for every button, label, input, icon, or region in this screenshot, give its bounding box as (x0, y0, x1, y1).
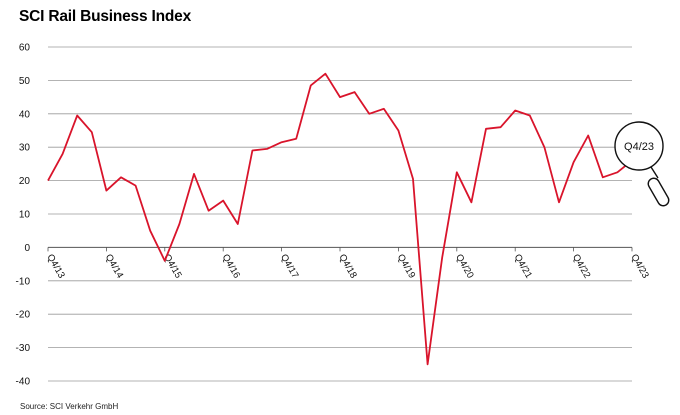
x-tick-label: Q4/15 (161, 252, 183, 280)
x-tick-label: Q4/13 (44, 252, 66, 280)
x-tick-label: Q4/14 (103, 252, 125, 280)
y-tick-label: -40 (16, 377, 31, 388)
x-tick-label: Q4/17 (278, 252, 300, 280)
annotation-label: Q4/23 (624, 141, 654, 153)
magnifier-lens (614, 121, 664, 171)
y-tick-label: -10 (16, 276, 31, 287)
magnifier-icon: Q4/23 (614, 121, 670, 207)
gridlines (48, 46, 632, 382)
y-tick-label: 10 (19, 210, 31, 221)
series-line (47, 72, 633, 366)
y-axis-ticks: 60 50 40 30 20 10 0 -10 -20 -30 -40 (16, 43, 31, 388)
chart-title: SCI Rail Business Index (19, 8, 191, 25)
magnifier-neck (650, 166, 659, 179)
y-tick-label: 0 (24, 243, 30, 254)
series-group (47, 72, 633, 366)
x-tick-label: Q4/18 (336, 252, 358, 280)
y-tick-label: -30 (16, 343, 31, 354)
magnifier-handle (647, 177, 670, 207)
x-axis-ticks: Q4/13 Q4/14 Q4/15 Q4/16 Q4/17 Q4/18 Q4/19 Q4/20… (44, 247, 651, 280)
x-tick-label: Q4/20 (453, 252, 475, 280)
y-tick-label: 60 (19, 43, 31, 54)
source-note: Source: SCI Verkehr GmbH (20, 402, 119, 411)
x-tick-label: Q4/23 (628, 252, 650, 280)
x-tick-label: Q4/19 (395, 252, 417, 280)
y-tick-label: 40 (19, 109, 31, 120)
y-tick-label: 30 (19, 143, 31, 154)
y-tick-label: 20 (19, 176, 31, 187)
x-tick-label: Q4/22 (570, 252, 592, 280)
x-tick-label: Q4/21 (512, 252, 534, 280)
x-tick-label: Q4/16 (220, 252, 242, 280)
y-tick-label: -20 (16, 310, 31, 321)
y-tick-label: 50 (19, 76, 31, 87)
